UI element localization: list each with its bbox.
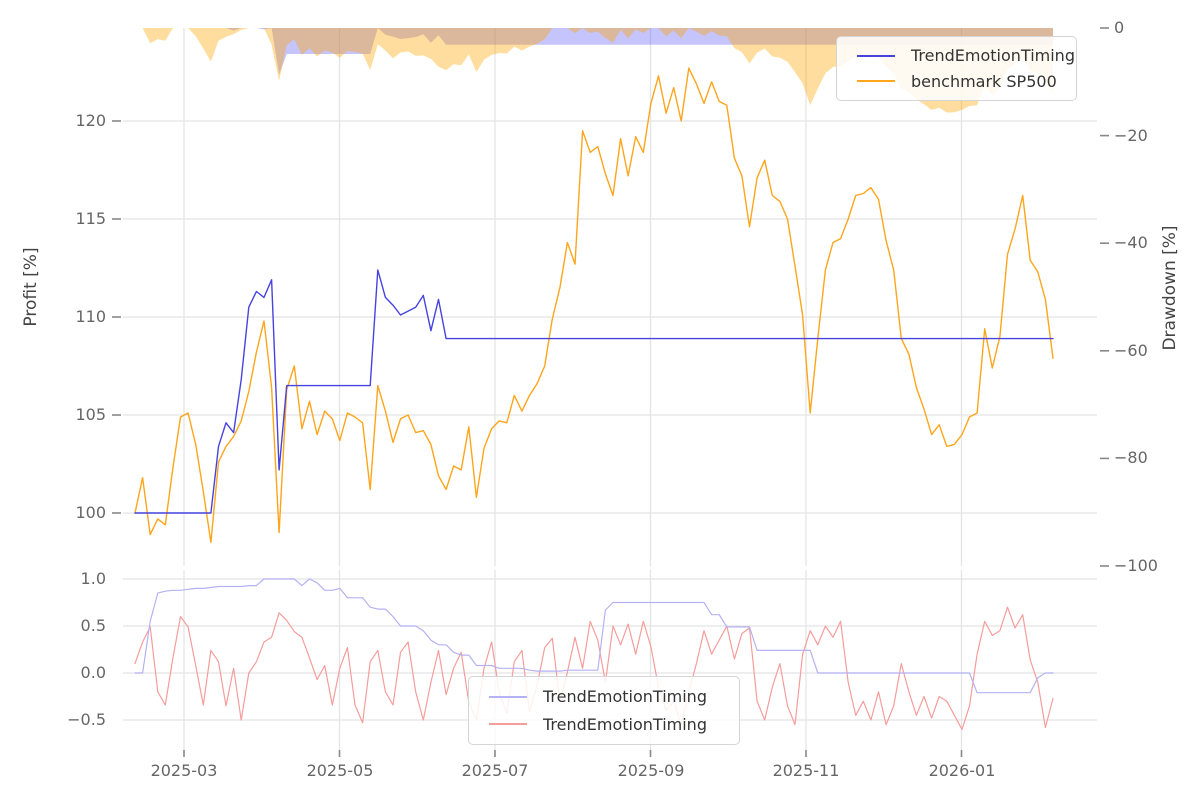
legend-row-benchmark: benchmark SP500 [847, 69, 1066, 95]
profit-tick-105: 105 [75, 405, 106, 424]
profit-tick-110: 110 [75, 307, 106, 326]
drawdown-tick-80: −80 [1114, 448, 1148, 467]
signal-tick-0: 0.0 [80, 663, 106, 682]
signal-red-line [134, 606, 1054, 731]
xtick-2025-09: 2025-09 [617, 761, 685, 780]
y-axis-label-profit: Profit [%] [21, 247, 41, 327]
strategy-drawdown-area [135, 28, 1053, 75]
trendemotiontiming-line [134, 269, 1054, 514]
main-legend: TrendEmotionTiming benchmark SP500 [836, 36, 1077, 101]
signal-tick-1: 1.0 [80, 569, 106, 588]
legend-label-strategy: TrendEmotionTiming [911, 46, 1075, 66]
signal-red-swatch [489, 723, 527, 726]
legend-label-benchmark: benchmark SP500 [911, 71, 1057, 91]
signal-tick-05: 0.5 [80, 616, 106, 635]
xtick-2025-05: 2025-05 [306, 761, 374, 780]
profit-tick-100: 100 [75, 503, 106, 522]
signal-legend: TrendEmotionTiming TrendEmotionTiming [468, 676, 740, 745]
drawdown-tick-0: 0 [1114, 18, 1125, 37]
legend-row-strategy: TrendEmotionTiming [847, 43, 1075, 69]
drawdown-tick-40: −40 [1114, 233, 1148, 252]
xtick-2025-03: 2025-03 [150, 761, 218, 780]
drawdown-tick-100: −100 [1114, 556, 1158, 575]
benchmark-drawdown-area [135, 28, 1053, 113]
legend-label-signal-red: TrendEmotionTiming [543, 714, 707, 734]
legend-row-signal-red: TrendEmotionTiming [479, 711, 729, 739]
drawdown-tick-60: −60 [1114, 341, 1148, 360]
xtick-2025-11: 2025-11 [772, 761, 840, 780]
legend-label-signal-blue: TrendEmotionTiming [543, 687, 707, 707]
drawdown-tick-20: −20 [1114, 126, 1148, 145]
y-axis-label-drawdown: Drawdown [%] [1160, 225, 1180, 351]
xtick-2025-07: 2025-07 [461, 761, 529, 780]
strategy-line-swatch [857, 54, 895, 57]
benchmark-line-swatch [857, 80, 895, 83]
legend-row-signal-blue: TrendEmotionTiming [479, 683, 729, 711]
profit-tick-120: 120 [75, 111, 106, 130]
signal-blue-swatch [489, 695, 527, 698]
profit-tick-115: 115 [75, 209, 106, 228]
xtick-2026-01: 2026-01 [928, 761, 996, 780]
signal-tick-neg05: −0.5 [67, 710, 106, 729]
signal-blue-line [134, 578, 1054, 694]
